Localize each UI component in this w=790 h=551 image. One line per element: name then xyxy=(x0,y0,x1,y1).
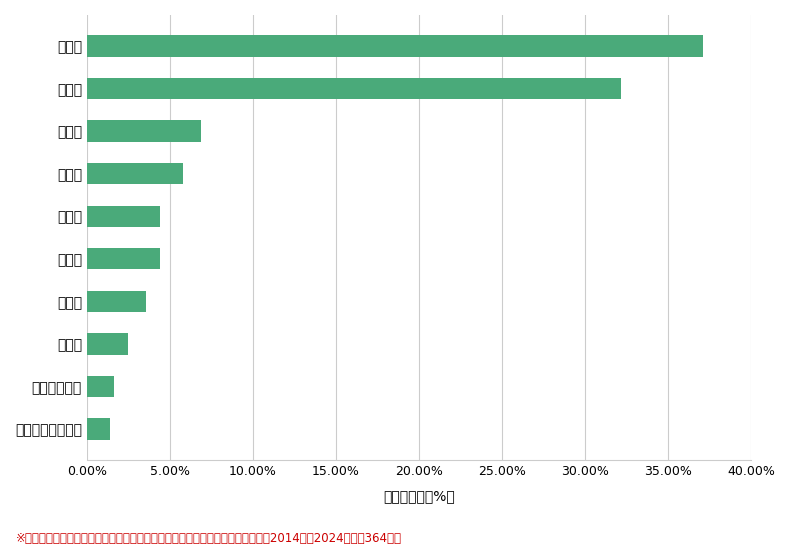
Bar xyxy=(87,333,128,355)
Bar xyxy=(87,248,160,269)
Bar xyxy=(87,291,146,312)
Bar xyxy=(87,418,110,440)
Bar xyxy=(87,206,160,227)
Text: ※弊社受付の案件を対象に、受付時に市区町村の回答があったものを集計（期間2014年～2024年、計364件）: ※弊社受付の案件を対象に、受付時に市区町村の回答があったものを集計（期間2014… xyxy=(16,532,402,545)
Bar xyxy=(87,376,115,397)
Bar xyxy=(87,78,621,99)
Bar xyxy=(87,163,182,184)
Bar xyxy=(87,120,201,142)
Bar xyxy=(87,35,703,57)
X-axis label: 件数の割合（%）: 件数の割合（%） xyxy=(383,489,455,503)
